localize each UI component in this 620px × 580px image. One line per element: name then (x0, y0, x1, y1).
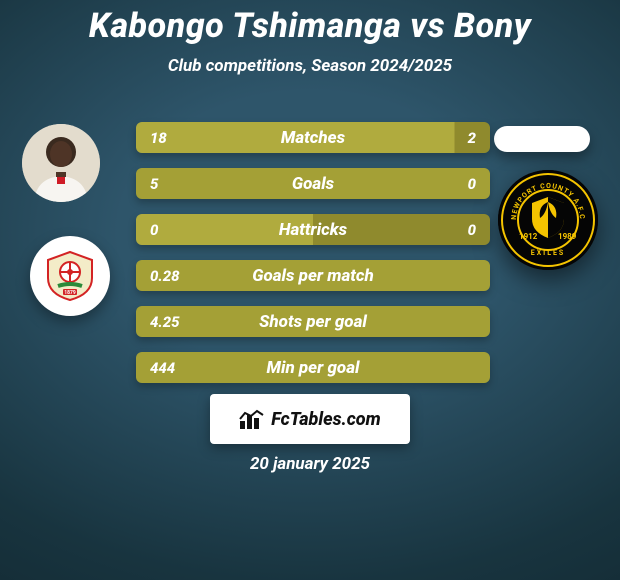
stat-right-value: 2 (468, 129, 476, 147)
stat-label: Goals (136, 174, 490, 194)
stat-left-value: 18 (150, 129, 167, 147)
brand-box[interactable]: FcTables.com (210, 394, 410, 444)
stat-row: 5Goals0 (136, 168, 490, 199)
stat-label: Min per goal (136, 358, 490, 378)
player1-avatar (22, 124, 100, 202)
stat-left-value: 0 (150, 221, 158, 239)
bars-logo-icon (239, 409, 265, 429)
svg-text:1912: 1912 (519, 232, 538, 241)
stat-right-value: 0 (468, 175, 476, 193)
stat-label: Matches (136, 128, 490, 148)
stat-row: 18Matches2 (136, 122, 490, 153)
player2-club-crest: NEWPORT COUNTY A.F.C 1912 1989 EXILES (498, 170, 598, 270)
player2-placeholder (494, 126, 590, 152)
club-crest-icon: 1879 (44, 250, 96, 302)
infographic: Kabongo Tshimanga vs Bony Club competiti… (0, 0, 620, 580)
brand-text: FcTables.com (271, 409, 380, 430)
stat-label: Hattricks (136, 220, 490, 240)
page-title: Kabongo Tshimanga vs Bony (0, 0, 620, 46)
stat-right-value: 0 (468, 221, 476, 239)
stat-row: 0Hattricks0 (136, 214, 490, 245)
stat-row: 4.25Shots per goal (136, 306, 490, 337)
svg-text:EXILES: EXILES (531, 249, 565, 257)
player1-club-crest: 1879 (30, 236, 110, 316)
svg-text:1879: 1879 (64, 290, 76, 296)
avatar-placeholder-icon (22, 124, 100, 202)
stat-left-value: 444 (150, 359, 175, 377)
stat-label: Shots per goal (136, 312, 490, 332)
stat-left-value: 4.25 (150, 313, 179, 331)
stat-label: Goals per match (136, 266, 490, 286)
stat-bars: 18Matches25Goals00Hattricks00.28Goals pe… (136, 122, 490, 398)
stat-row: 0.28Goals per match (136, 260, 490, 291)
subtitle: Club competitions, Season 2024/2025 (0, 56, 620, 76)
svg-text:1989: 1989 (558, 232, 577, 241)
newport-crest-icon: NEWPORT COUNTY A.F.C 1912 1989 EXILES (498, 170, 598, 270)
stat-row: 444Min per goal (136, 352, 490, 383)
stat-left-value: 0.28 (150, 267, 179, 285)
stat-left-value: 5 (150, 175, 158, 193)
footer-date: 20 january 2025 (0, 454, 620, 474)
